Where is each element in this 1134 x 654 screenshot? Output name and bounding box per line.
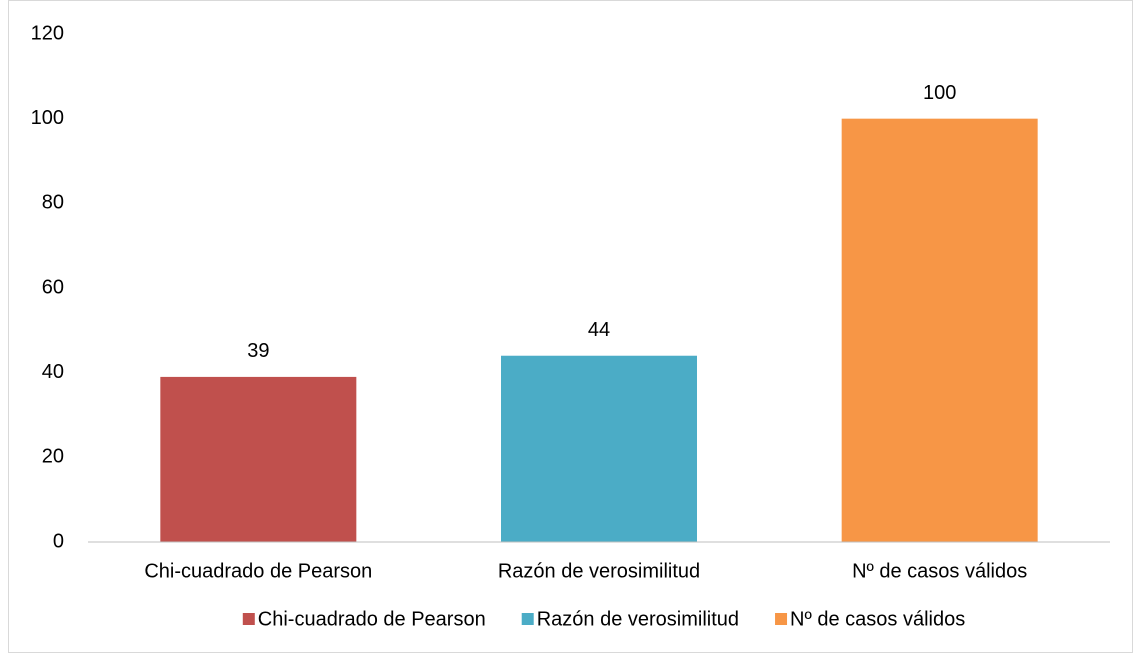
y-tick-label: 40	[42, 361, 64, 383]
legend-swatch	[242, 613, 255, 625]
data-label: 44	[588, 319, 610, 341]
legend-swatch	[775, 613, 788, 625]
y-tick-label: 0	[53, 530, 64, 552]
x-tick-label: Razón de verosimilitud	[498, 560, 700, 582]
y-tick-label: 80	[42, 192, 64, 214]
data-label: 39	[247, 340, 269, 362]
y-tick-label: 60	[42, 276, 64, 298]
x-tick-label: Nº de casos válidos	[852, 560, 1027, 582]
bar	[501, 355, 697, 542]
y-tick-label: 20	[42, 446, 64, 468]
bar	[841, 118, 1038, 543]
y-tick-label: 100	[31, 107, 64, 129]
legend-label: Razón de verosimilitud	[537, 608, 739, 630]
legend-swatch	[521, 613, 534, 625]
bar	[160, 376, 357, 542]
y-tick-label: 120	[31, 22, 64, 44]
x-tick-label: Chi-cuadrado de Pearson	[144, 560, 372, 582]
legend-label: Chi-cuadrado de Pearson	[258, 608, 486, 630]
data-label: 100	[923, 82, 956, 104]
legend-label: Nº de casos válidos	[790, 608, 965, 630]
